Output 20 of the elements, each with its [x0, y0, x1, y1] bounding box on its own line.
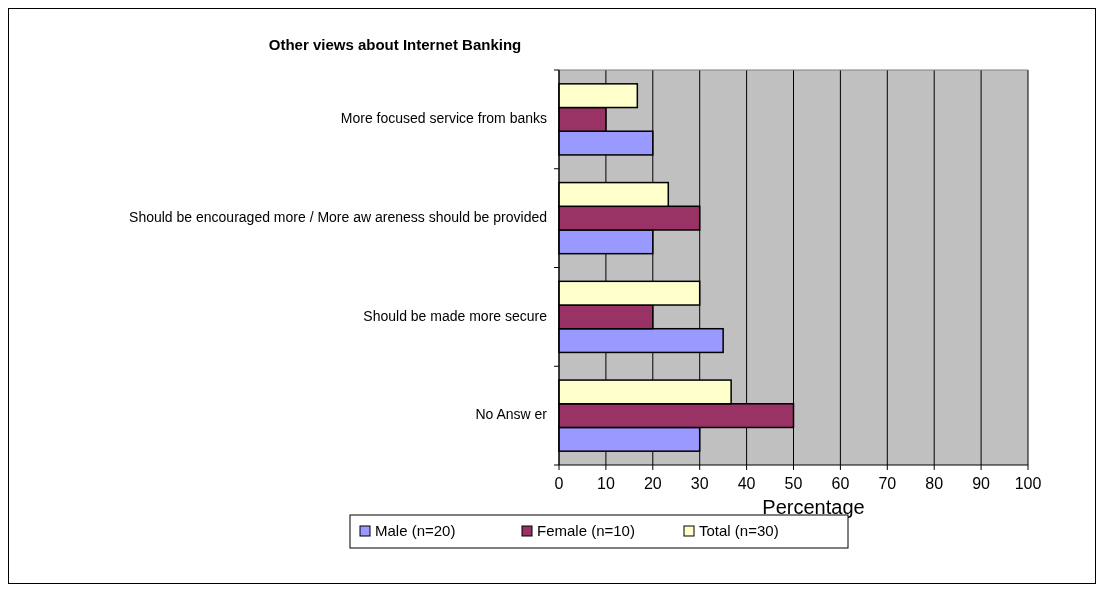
x-tick-label: 40 [737, 475, 756, 492]
x-tick-label: 0 [554, 475, 564, 492]
x-tick-label: 60 [831, 475, 850, 492]
legend-label: Total (n=30) [699, 522, 779, 539]
legend-label: Female (n=10) [537, 522, 635, 539]
x-tick-label: 30 [690, 475, 709, 492]
x-tick-label: 90 [972, 475, 991, 492]
legend-label: Male (n=20) [375, 522, 456, 539]
x-tick-label: 20 [643, 475, 662, 492]
x-tick-label: 80 [925, 475, 944, 492]
y-tick-label: Should be encouraged more / More aw areness should be provided [129, 208, 547, 225]
y-tick-label: No Answ er [475, 406, 548, 423]
x-tick-label: 70 [878, 475, 897, 492]
x-axis-title: Percentage [762, 496, 865, 518]
x-tick-label: 10 [597, 475, 615, 492]
y-tick-label: More focused service from banks [340, 110, 547, 127]
x-tick-label: 50 [784, 475, 803, 492]
text: Other views about Internet Banking [268, 36, 522, 53]
x-tick-label: 100 [1014, 475, 1042, 492]
y-tick-label: Should be made more secure [363, 307, 548, 324]
